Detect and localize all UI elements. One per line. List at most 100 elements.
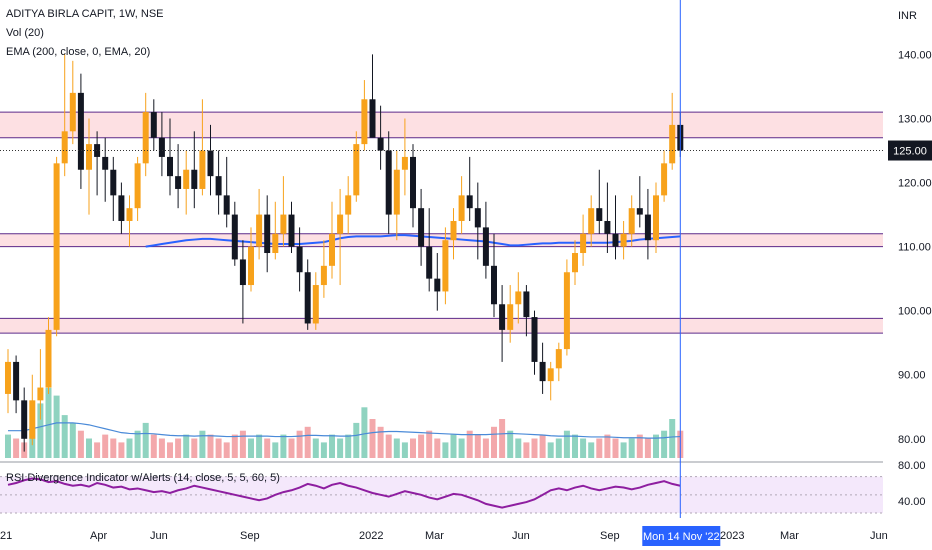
candle	[401, 118, 408, 196]
volume-bar	[150, 434, 157, 458]
candle-body	[482, 227, 489, 266]
candle	[223, 156, 230, 228]
candle-body	[653, 195, 659, 241]
candle-body	[401, 156, 408, 170]
candle	[191, 131, 198, 209]
candle	[410, 144, 416, 228]
volume-bar	[142, 422, 149, 458]
ema-legend: EMA (200, close, 0, EMA, 20)	[6, 46, 151, 58]
candle-body	[345, 195, 352, 215]
candle-body	[499, 304, 506, 330]
volume-bar	[393, 438, 400, 458]
volume-bar	[329, 434, 335, 458]
candle	[426, 208, 433, 292]
candle	[393, 150, 400, 241]
candle-body	[231, 214, 238, 260]
volume-bar	[604, 434, 611, 458]
candle-body	[207, 150, 214, 177]
candle-body	[377, 137, 384, 151]
candle-body	[142, 112, 149, 164]
crosshair-date-box	[642, 526, 721, 546]
time-axis: 21 Apr Jun Sep 2022 Mar Jun Sep 2023 Mar Jun	[0, 530, 888, 542]
candle-body	[77, 92, 84, 170]
candle	[369, 54, 376, 138]
candle-body	[474, 208, 481, 228]
price-tick-label: 80.00	[898, 434, 926, 446]
candle-body	[61, 131, 68, 164]
candle	[13, 355, 20, 414]
candle	[596, 169, 603, 234]
candle	[158, 112, 165, 177]
time-tick-label: Jun	[150, 530, 168, 542]
volume-bar	[199, 430, 206, 458]
candle-body	[547, 368, 554, 382]
candle	[661, 150, 668, 202]
candle	[134, 156, 141, 221]
candle	[418, 188, 425, 266]
candle	[588, 195, 595, 247]
candle	[248, 227, 254, 292]
volume-bar	[126, 438, 133, 458]
candle-body	[426, 246, 433, 279]
volume-bar	[555, 438, 562, 458]
volume-bar	[110, 438, 117, 458]
volume-bar	[353, 422, 360, 458]
candle-body	[223, 195, 230, 215]
support-resistance-zones	[0, 111, 883, 334]
candle-body	[134, 163, 141, 209]
candle-body	[312, 285, 319, 324]
volume-bar	[628, 438, 635, 458]
candle	[507, 285, 514, 343]
candle	[102, 137, 109, 202]
volume-bar	[264, 438, 271, 458]
price-tick-label: 120.00	[898, 178, 932, 190]
candle	[361, 80, 368, 151]
volume-bar	[223, 442, 230, 458]
candle	[37, 349, 44, 420]
volume-bar	[175, 438, 182, 458]
price-tick-label: 140.00	[898, 49, 932, 61]
volume-bar	[94, 442, 101, 458]
candle	[231, 201, 238, 266]
volume-bar	[539, 434, 546, 458]
volume-bar	[118, 442, 125, 458]
candle	[377, 105, 384, 170]
candle-body	[69, 92, 76, 132]
candle-body	[183, 169, 190, 189]
candle-body	[288, 214, 295, 247]
candle	[345, 176, 352, 234]
volume-bar	[183, 434, 190, 458]
candle-body	[442, 240, 449, 292]
candle-body	[21, 400, 28, 439]
price-tick-label: 100.00	[898, 306, 932, 318]
volume-bar	[191, 438, 198, 458]
candle-body	[410, 156, 416, 209]
volume-legend: Vol (20)	[6, 27, 44, 39]
candle-body	[491, 265, 497, 305]
candle	[5, 349, 11, 414]
candle-body	[150, 112, 157, 138]
time-tick-label: Jun	[512, 530, 530, 542]
candle-body	[644, 214, 651, 241]
candle	[442, 227, 449, 305]
candle	[272, 201, 279, 260]
candle	[69, 60, 76, 145]
candle	[142, 92, 149, 177]
volume-bar	[337, 438, 344, 458]
candle	[620, 220, 627, 260]
candle-body	[37, 387, 44, 401]
candle	[110, 156, 117, 221]
volume-bar	[507, 430, 514, 458]
volume-bar	[256, 434, 263, 458]
volume-bar	[377, 426, 384, 458]
candle	[474, 182, 481, 260]
candle	[150, 99, 157, 151]
volume-bar	[37, 403, 44, 458]
candle	[466, 156, 473, 221]
volume-bar	[69, 422, 76, 458]
volume-bar	[547, 442, 554, 458]
candle-body	[596, 208, 603, 221]
candle	[29, 374, 36, 446]
candle-body	[539, 361, 546, 382]
